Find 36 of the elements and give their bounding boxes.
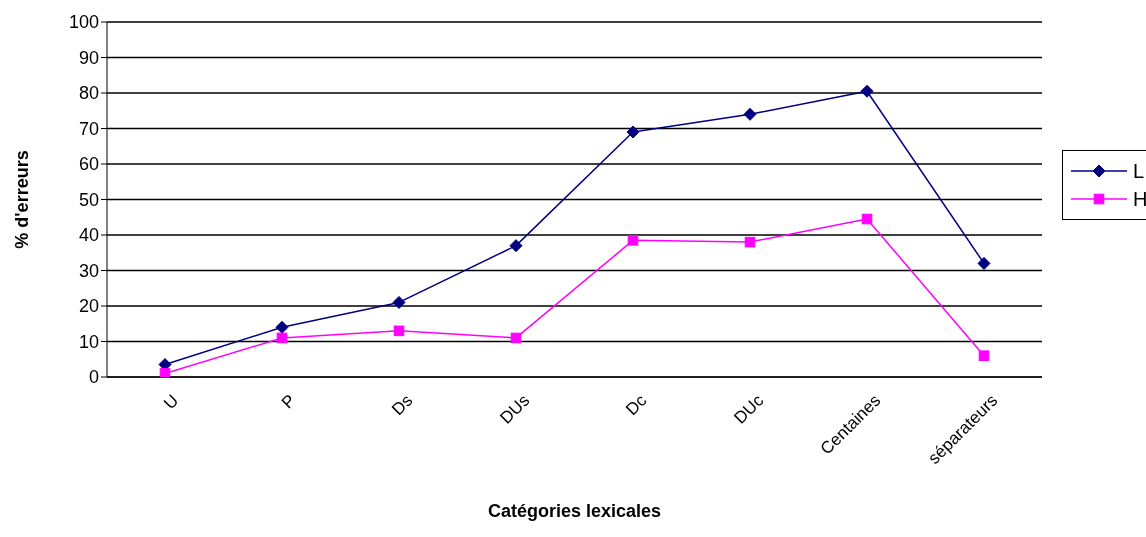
point <box>392 295 406 309</box>
x-axis-title: Catégories lexicales <box>487 501 662 521</box>
point <box>626 125 640 139</box>
x-tick-label: P <box>277 390 300 413</box>
y-tick-label: 60 <box>78 154 99 175</box>
point <box>861 213 873 225</box>
point <box>276 332 288 344</box>
point <box>393 325 405 337</box>
point <box>509 239 523 253</box>
y-tick-label: 90 <box>78 47 99 68</box>
y-tick-label: 40 <box>78 225 99 246</box>
point <box>860 84 874 98</box>
point <box>627 235 639 246</box>
point <box>978 350 990 361</box>
legend-label: L <box>1133 159 1145 183</box>
y-tick-label: 80 <box>78 83 99 104</box>
point <box>743 107 757 121</box>
x-tick-label: Dc <box>622 390 651 420</box>
legend-label: H <box>1133 187 1146 211</box>
y-tick-label: 0 <box>88 367 99 388</box>
y-tick-label: 20 <box>78 296 99 317</box>
y-tick-label: 30 <box>78 260 99 281</box>
point <box>275 320 289 334</box>
point <box>510 332 522 344</box>
x-tick-label: DUs <box>496 390 534 428</box>
point <box>977 256 991 270</box>
x-tick-label: DUc <box>730 390 768 428</box>
x-tick-label: U <box>160 390 183 413</box>
point <box>744 236 756 248</box>
x-tick-label: Ds <box>388 390 417 420</box>
point <box>159 368 171 377</box>
y-tick-label: 100 <box>68 12 99 33</box>
y-tick-label: 50 <box>78 189 99 210</box>
y-tick-label: 70 <box>78 118 99 139</box>
y-axis-title: % d'erreurs <box>12 150 33 249</box>
y-tick-label: 10 <box>78 331 99 352</box>
